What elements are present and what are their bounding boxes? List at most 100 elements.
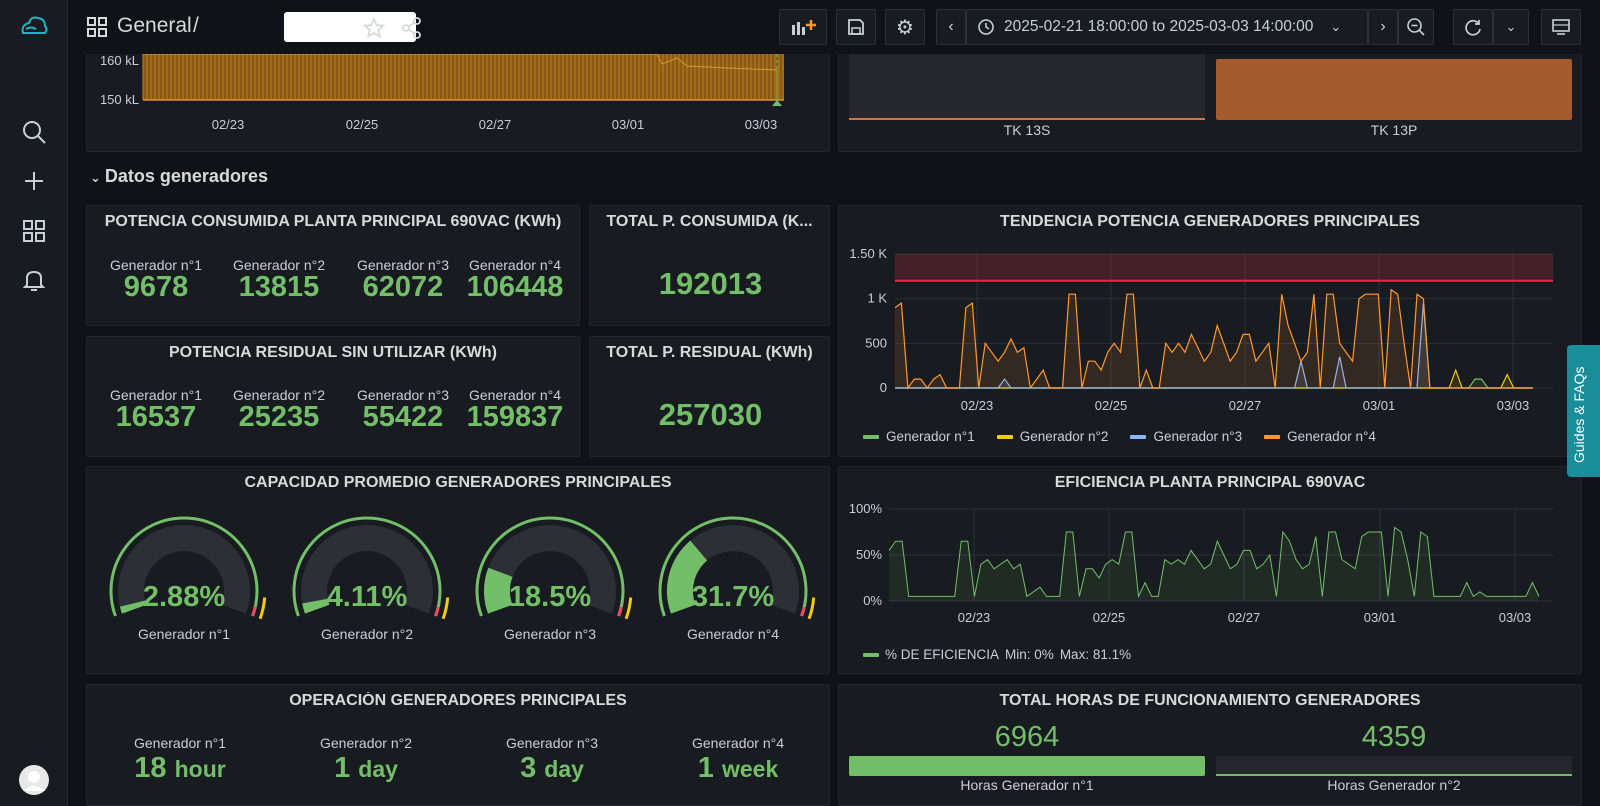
- gauge-value: 4.11%: [327, 581, 408, 613]
- gauge-threshold-arc: [475, 516, 625, 617]
- y-tick-label: 150 kL: [100, 92, 139, 107]
- chevron-down-icon: ⌄: [1330, 19, 1342, 34]
- x-tick-label: 03/03: [1497, 398, 1530, 413]
- panel-title: CAPACIDAD PROMEDIO GENERADORES PRINCIPAL…: [244, 474, 672, 491]
- x-tick-label: 02/25: [346, 117, 379, 132]
- gauge-critical-arc: [251, 606, 257, 617]
- gauge-threshold-arc: [658, 516, 808, 617]
- gauge-value: 18.5%: [509, 581, 591, 613]
- avatar[interactable]: [18, 764, 50, 796]
- legend-min: Min: 0%: [1005, 647, 1054, 662]
- hours-bar-fill: [849, 756, 1205, 776]
- annotation-marker: [772, 100, 782, 106]
- legend-item[interactable]: Generador n°3: [1130, 429, 1242, 444]
- star-icon[interactable]: [362, 16, 386, 44]
- time-range-picker[interactable]: 2025-02-21 18:00:00 to 2025-03-03 14:00:…: [966, 9, 1368, 45]
- stat-value: 257030: [658, 397, 763, 432]
- gauge-threshold-arc: [292, 516, 442, 617]
- chevron-right-icon: ›: [1380, 18, 1386, 35]
- x-tick-label: 03/01: [1363, 398, 1396, 413]
- gauge-track: [118, 525, 250, 614]
- stat-value: 25235: [238, 401, 320, 433]
- legend-series-name[interactable]: % DE EFICIENCIA: [885, 647, 1000, 662]
- chevron-down-icon: ⌄: [90, 170, 101, 185]
- stat-value: 192013: [658, 266, 763, 301]
- dashboards-grid-icon[interactable]: [18, 215, 50, 247]
- x-tick-label: 02/25: [1095, 398, 1128, 413]
- stat-value: 62072: [362, 271, 444, 303]
- sidebar: [0, 0, 68, 806]
- refresh-button[interactable]: [1453, 9, 1493, 45]
- bar-label: TK 13S: [1003, 122, 1051, 138]
- guides-label: Guides & FAQs: [1571, 366, 1587, 463]
- stat-label: Generador n°3: [506, 735, 598, 751]
- stat-value: 1 week: [697, 752, 779, 784]
- x-tick-label: 02/23: [961, 398, 994, 413]
- dashboards-grid-icon[interactable]: [87, 17, 107, 42]
- panel-title: OPERACIÓN GENERADORES PRINCIPALES: [289, 692, 627, 709]
- refresh-interval-dropdown[interactable]: ⌄: [1493, 9, 1529, 45]
- gauge-value: 31.7%: [692, 581, 774, 613]
- legend: Generador n°1 Generador n°2 Generador n°…: [863, 429, 1376, 444]
- horas-funcionamiento-panel: TOTAL HORAS DE FUNCIONAMIENTO GENERADORE…: [838, 684, 1582, 806]
- settings-button[interactable]: ⚙: [885, 9, 925, 45]
- clock-icon: [978, 19, 994, 35]
- stat-value: 106448: [466, 271, 564, 303]
- top-bar: General / ⚙ ‹ 2025-02-21 18:00:00 to 202…: [68, 0, 1600, 54]
- gauge-critical-arc: [434, 606, 440, 617]
- stat-label: Generador n°1: [110, 257, 202, 273]
- zoom-out-button[interactable]: [1398, 9, 1434, 45]
- y-tick-label: 50%: [856, 547, 882, 562]
- y-tick-label: 1 K: [867, 291, 887, 306]
- time-range-label: 2025-02-21 18:00:00 to 2025-03-03 14:00:…: [1004, 18, 1314, 35]
- gauge-fill: [302, 598, 330, 614]
- guides-faqs-tab[interactable]: Guides & FAQs: [1567, 345, 1600, 477]
- row-datos-generadores[interactable]: ⌄ Datos generadores: [90, 166, 268, 187]
- breadcrumb-general[interactable]: General: [117, 14, 192, 37]
- time-shift-back-button[interactable]: ‹: [936, 9, 966, 45]
- panel-title: TOTAL P. CONSUMIDA (K...: [606, 213, 813, 230]
- total-residual-panel: TOTAL P. RESIDUAL (KWh) 257030: [589, 336, 830, 457]
- panel-title: TOTAL HORAS DE FUNCIONAMIENTO GENERADORE…: [999, 692, 1421, 709]
- share-icon[interactable]: [401, 17, 423, 44]
- stat-value: 16537: [115, 401, 197, 433]
- search-icon[interactable]: [18, 116, 50, 148]
- legend-item[interactable]: Generador n°2: [996, 429, 1108, 444]
- potencia-consumida-panel: POTENCIA CONSUMIDA PLANTA PRINCIPAL 690V…: [86, 205, 580, 326]
- hours-bar-track: [849, 756, 1205, 776]
- panel-title: POTENCIA CONSUMIDA PLANTA PRINCIPAL 690V…: [104, 213, 562, 230]
- legend: % DE EFICIENCIA Min: 0% Max: 81.1%: [863, 647, 1131, 662]
- stat-label: Generador n°4: [469, 387, 561, 403]
- plus-icon[interactable]: [18, 165, 50, 197]
- gauge-label: Generador n°2: [321, 626, 413, 642]
- volume-area-chart: 160 kL 150 kL 02/23 02/25 02/27 03/01 03…: [100, 54, 784, 132]
- add-panel-button[interactable]: [779, 9, 827, 45]
- stat-label: Generador n°3: [357, 387, 449, 403]
- x-tick-label: 03/03: [745, 117, 778, 132]
- save-dashboard-button[interactable]: [836, 9, 876, 45]
- chevron-left-icon: ‹: [948, 18, 954, 35]
- gauge-fill: [119, 600, 147, 614]
- stat-label: Generador n°1: [134, 735, 226, 751]
- stat-value: 13815: [238, 271, 320, 303]
- legend-item[interactable]: Generador n°1: [863, 429, 975, 444]
- hours-label: Horas Generador n°1: [960, 777, 1094, 793]
- hours-bar-track: [1216, 756, 1572, 776]
- gauge-track: [301, 525, 433, 614]
- bar-label: TK 13P: [1370, 122, 1418, 138]
- gauge-warning-arc: [441, 597, 450, 620]
- gauge-threshold-arc: [109, 516, 259, 617]
- bar-tk-13s: [849, 54, 1205, 120]
- bell-icon[interactable]: [18, 264, 50, 296]
- tv-mode-button[interactable]: [1541, 9, 1581, 45]
- total-consumida-panel: TOTAL P. CONSUMIDA (K... 192013: [589, 205, 830, 326]
- y-tick-label: 160 kL: [100, 54, 139, 68]
- hours-label: Horas Generador n°2: [1327, 777, 1461, 793]
- gauges: 2.88% Generador n°1 4.11% Generador n°2 18.5…: [109, 516, 816, 642]
- gauge-warning-arc: [624, 597, 633, 620]
- legend-item[interactable]: Generador n°4: [1264, 429, 1376, 444]
- grafana-logo-icon[interactable]: [18, 10, 50, 42]
- time-shift-forward-button[interactable]: ›: [1368, 9, 1398, 45]
- y-tick-label: 0: [880, 380, 887, 395]
- series-area: [895, 289, 1533, 388]
